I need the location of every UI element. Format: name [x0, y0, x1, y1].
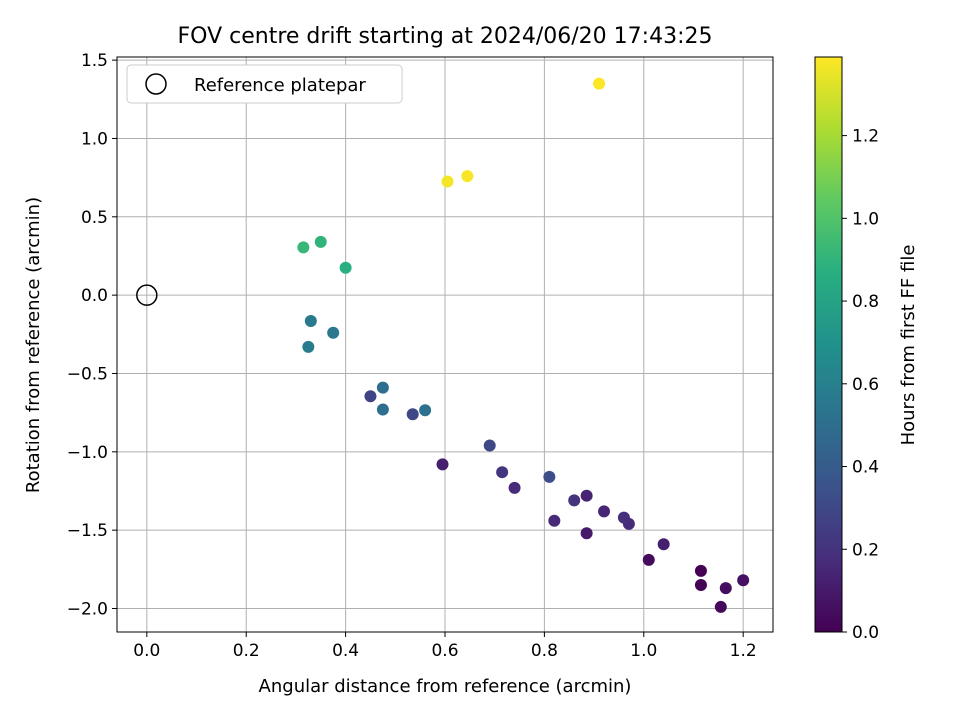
data-point — [302, 340, 315, 353]
colorbar-gradient — [814, 56, 843, 633]
data-point — [297, 241, 310, 254]
data-point — [436, 458, 449, 471]
chart-title: FOV centre drift starting at 2024/06/20 … — [178, 24, 713, 49]
x-tick-label: 0.8 — [531, 641, 558, 661]
y-tick-label: 1.0 — [81, 129, 108, 149]
reference-platepar-marker — [136, 284, 158, 306]
data-point — [719, 582, 732, 595]
data-point — [304, 314, 317, 327]
x-tick-label: 0.0 — [133, 641, 160, 661]
data-point — [642, 553, 655, 566]
colorbar: 0.0 0.2 0.4 0.6 0.8 1.0 1.2 Hours from first F… — [814, 56, 919, 643]
y-axis-label: Rotation from reference (arcmin) — [23, 197, 44, 493]
data-point — [580, 489, 593, 502]
colorbar-tick-label: 0.8 — [852, 292, 879, 312]
data-point — [406, 408, 419, 421]
y-tick-label: −0.5 — [67, 364, 108, 384]
y-tick-label: 1.5 — [81, 51, 108, 71]
data-point — [441, 175, 454, 188]
colorbar-tick-label: 1.2 — [852, 127, 879, 147]
data-point — [364, 390, 377, 403]
legend-box — [126, 64, 403, 104]
y-tick-label: 0.0 — [81, 286, 108, 306]
colorbar-tick-label: 1.0 — [852, 209, 879, 229]
x-axis-label: Angular distance from reference (arcmin) — [259, 676, 632, 697]
y-tick-label: −2.0 — [67, 599, 108, 619]
grid-lines — [117, 57, 773, 632]
x-tick-label: 0.4 — [332, 641, 359, 661]
legend: Reference platepar — [126, 64, 403, 104]
data-point — [461, 170, 474, 183]
x-tick-label: 0.6 — [431, 641, 458, 661]
data-point — [496, 466, 509, 479]
y-tick-label: 0.5 — [81, 208, 108, 228]
data-point — [419, 404, 432, 417]
data-point — [314, 235, 327, 248]
colorbar-tick-label: 0.4 — [852, 458, 879, 478]
data-point — [737, 574, 750, 587]
data-point — [327, 326, 340, 339]
y-tick-label: −1.0 — [67, 443, 108, 463]
x-tick-label: 1.0 — [630, 641, 657, 661]
data-points — [297, 77, 750, 613]
colorbar-tick-label: 0.2 — [852, 540, 879, 560]
data-point — [657, 538, 670, 551]
colorbar-label: Hours from first FF file — [898, 245, 919, 446]
data-point — [580, 527, 593, 540]
x-tick-label: 1.2 — [730, 641, 757, 661]
x-tick-label: 0.2 — [233, 641, 260, 661]
legend-label: Reference platepar — [194, 75, 366, 96]
data-point — [598, 505, 611, 518]
colorbar-tick-label: 0.6 — [852, 375, 879, 395]
legend-marker-icon — [145, 73, 167, 95]
y-axis-ticks: −2.0 −1.5 −1.0 −0.5 0.0 0.5 1.0 1.5 — [67, 51, 117, 619]
data-point — [694, 564, 707, 577]
data-point — [508, 481, 521, 494]
x-axis-ticks: 0.0 0.2 0.4 0.6 0.8 1.0 1.2 — [133, 632, 757, 661]
data-point — [376, 381, 389, 394]
data-point — [694, 578, 707, 591]
data-point — [548, 514, 561, 527]
data-point — [376, 403, 389, 416]
colorbar-tick-label: 0.0 — [852, 623, 879, 643]
data-point — [714, 600, 727, 613]
data-point — [568, 494, 581, 507]
data-point — [483, 439, 496, 452]
data-point — [339, 261, 352, 274]
data-point — [543, 470, 556, 483]
data-point — [593, 77, 606, 90]
colorbar-ticks: 0.0 0.2 0.4 0.6 0.8 1.0 1.2 — [842, 127, 879, 643]
data-point — [617, 511, 630, 524]
y-tick-label: −1.5 — [67, 521, 108, 541]
